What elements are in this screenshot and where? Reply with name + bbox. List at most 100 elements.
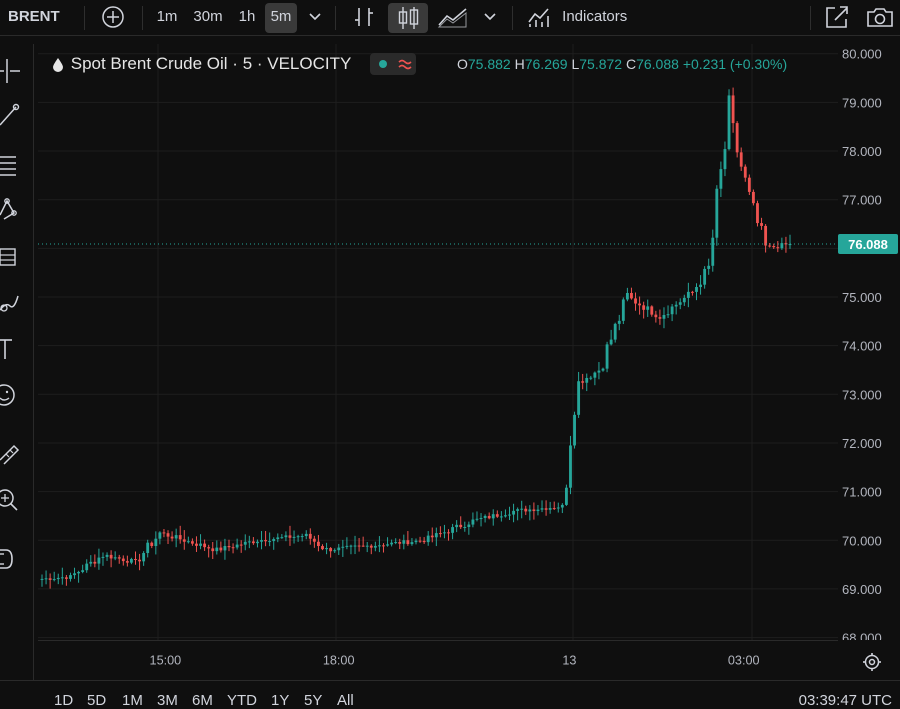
candle <box>447 529 450 541</box>
fib-tool[interactable] <box>0 150 30 180</box>
range-1y[interactable]: 1Y <box>271 692 290 709</box>
close-value: 76.088 <box>636 56 679 72</box>
fullscreen-button[interactable] <box>820 0 854 36</box>
interval-1h[interactable]: 1h <box>238 8 256 25</box>
time-tick-label: 18:00 <box>323 653 355 667</box>
text-tool[interactable] <box>0 334 30 364</box>
chart-settings-button[interactable] <box>858 648 886 676</box>
interval-30m[interactable]: 30m <box>193 8 223 25</box>
candle-body <box>329 548 333 552</box>
candle-body <box>113 557 117 559</box>
bottom-toolbar: 1D 5D 1M 3M 6M YTD 1Y 5Y All 03:39:47 UT… <box>0 680 900 709</box>
candle <box>768 242 772 248</box>
bar-style-button[interactable] <box>349 0 379 36</box>
magnet-tool[interactable] <box>0 544 30 574</box>
interval-1m[interactable]: 1m <box>156 8 178 25</box>
candle <box>109 550 113 568</box>
candle <box>357 537 361 552</box>
candle-body <box>711 237 715 266</box>
candle-body <box>426 535 430 543</box>
candle-body <box>410 542 414 545</box>
candle <box>642 301 646 319</box>
camera-icon <box>867 8 893 27</box>
interval-dropdown[interactable] <box>304 0 326 36</box>
candle-body <box>81 570 85 572</box>
candle <box>56 573 60 585</box>
candle-body <box>353 545 357 547</box>
pattern-tool[interactable] <box>0 195 30 225</box>
candle <box>402 534 406 550</box>
candle <box>414 538 418 545</box>
chart-style-dropdown[interactable] <box>479 0 501 36</box>
candle-body <box>443 532 446 534</box>
crosshair-tool[interactable] <box>0 56 30 86</box>
brush-tool[interactable] <box>0 288 30 318</box>
indicators-label: Indicators <box>562 8 628 25</box>
candle <box>764 224 768 253</box>
time-axis[interactable]: 15:00 18:00 13 03:00 <box>38 640 838 678</box>
candle <box>479 513 483 527</box>
candle <box>471 512 475 528</box>
brush-icon <box>0 295 19 312</box>
candle-body <box>491 514 495 519</box>
candle <box>504 509 507 518</box>
range-3m[interactable]: 3M <box>157 692 178 709</box>
candle <box>711 229 715 272</box>
candle-body <box>528 509 532 512</box>
candle-body <box>109 554 113 559</box>
candle <box>190 538 194 546</box>
price-tick-label: 79.000 <box>842 95 882 110</box>
ruler-tool[interactable] <box>0 436 30 466</box>
emoji-tool[interactable] <box>0 380 30 410</box>
candle-body <box>199 543 202 546</box>
compare-button[interactable] <box>98 0 128 36</box>
range-1d[interactable]: 1D <box>54 692 74 709</box>
snapshot-button[interactable] <box>862 0 898 36</box>
candle-body <box>243 541 247 545</box>
range-all[interactable]: All <box>337 692 354 709</box>
trend-line-icon <box>0 103 20 126</box>
price-axis[interactable]: 80.00079.00078.00077.00076.00075.00074.0… <box>838 44 900 640</box>
range-5d[interactable]: 5D <box>87 692 107 709</box>
range-5y[interactable]: 5Y <box>304 692 323 709</box>
candle <box>699 275 702 295</box>
close-label: C <box>625 56 637 72</box>
candle-body <box>776 247 780 249</box>
candles-style-button[interactable] <box>388 3 428 33</box>
range-1m[interactable]: 1M <box>122 692 143 709</box>
candle <box>434 527 438 547</box>
candle-body <box>451 527 455 533</box>
candle <box>463 521 467 532</box>
candle <box>707 258 711 275</box>
candle <box>386 537 389 547</box>
candle <box>101 552 105 566</box>
trend-line-tool[interactable] <box>0 101 30 131</box>
symbol-search[interactable]: BRENT <box>0 0 76 36</box>
candle-body <box>73 573 76 576</box>
candle <box>60 567 64 585</box>
candle-body <box>138 559 141 562</box>
candle <box>260 531 263 550</box>
candle-body <box>695 287 698 292</box>
zoom-tool[interactable] <box>0 486 30 516</box>
price-chart[interactable] <box>38 44 838 640</box>
indicators-button[interactable]: Indicators <box>526 0 638 36</box>
candle-body <box>512 510 515 515</box>
area-style-button[interactable] <box>436 0 470 36</box>
candle <box>715 185 719 246</box>
candle <box>73 567 76 579</box>
candle-body <box>373 545 377 548</box>
area-chart-icon <box>437 8 467 28</box>
candle <box>743 164 747 182</box>
candle-body <box>707 265 711 269</box>
candle-body <box>357 545 361 547</box>
prediction-tool[interactable] <box>0 243 30 273</box>
range-ytd[interactable]: YTD <box>227 692 257 709</box>
interval-5m[interactable]: 5m <box>265 3 297 33</box>
range-6m[interactable]: 6M <box>192 692 213 709</box>
candle <box>341 539 345 557</box>
candle-body <box>564 487 568 505</box>
candle <box>158 531 162 545</box>
candle-body <box>158 532 162 539</box>
candle-body <box>195 543 198 546</box>
